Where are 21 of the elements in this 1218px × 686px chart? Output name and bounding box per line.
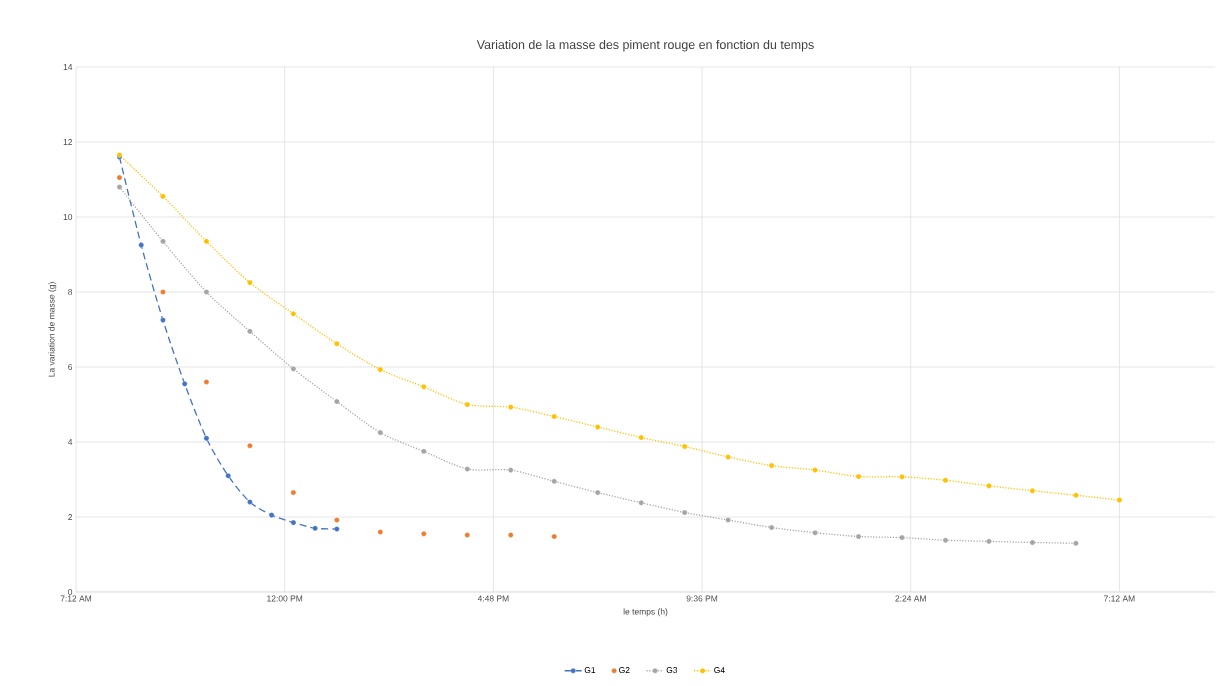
y-tick-label: 6 bbox=[68, 363, 73, 370]
x-tick-label: 9:36 PM bbox=[686, 595, 718, 602]
y-tick-label: 0 bbox=[68, 588, 73, 595]
x-tick-label: 4:48 PM bbox=[477, 595, 509, 602]
x-axis-title: le temps (h) bbox=[623, 608, 668, 617]
y-tick-label: 8 bbox=[68, 288, 73, 295]
y-tick-label: 4 bbox=[67, 439, 73, 445]
legend-label: G1 bbox=[584, 667, 596, 674]
y-tick-label: 12 bbox=[63, 139, 73, 145]
x-tick-label: 7:12 AM bbox=[60, 595, 92, 602]
legend-label: G2 bbox=[619, 667, 630, 674]
y-tick-label: 2 bbox=[68, 514, 73, 520]
x-tick-label: 2:24 AM bbox=[895, 595, 926, 602]
y-tick-label: 10 bbox=[63, 213, 73, 220]
y-tick-label: 14 bbox=[63, 64, 73, 70]
x-tick-label: 12:00 PM bbox=[267, 595, 303, 602]
chart-title: Variation de la masse des piment rouge en fonction du temps bbox=[476, 39, 814, 52]
legend-label: G3 bbox=[666, 667, 678, 674]
x-tick-label: 7:12 AM bbox=[1104, 595, 1135, 602]
legend-label: G4 bbox=[714, 667, 725, 674]
y-axis-title: La variation de masse (g) bbox=[48, 282, 57, 377]
